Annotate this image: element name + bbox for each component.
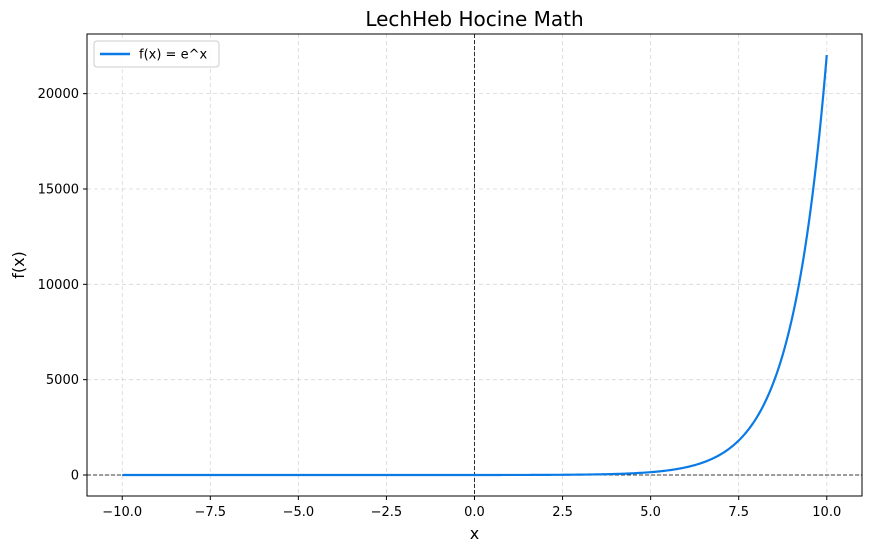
y-tick-label: 10000	[38, 278, 79, 293]
y-axis-ticks: 0 5000 10000 15000 20000	[38, 87, 87, 484]
legend-box	[93, 40, 220, 68]
x-axis-ticks: −10.0 −7.5 −5.0 −2.5 0.0 2.5 5.0 7.5 10.0	[102, 496, 841, 520]
legend: f(x) = e^x	[93, 40, 220, 68]
series-layer	[122, 54, 828, 477]
legend-entry: f(x) = e^x	[139, 48, 207, 63]
x-tick-label: −2.5	[371, 505, 403, 520]
chart-title: LechHeb Hocine Math	[365, 7, 583, 31]
x-tick-label: 5.0	[640, 505, 661, 520]
series-line-0	[122, 54, 828, 477]
x-tick-label: −5.0	[283, 505, 315, 520]
y-tick-label: 0	[71, 469, 79, 484]
x-axis-label: x	[470, 524, 479, 543]
x-tick-label: −10.0	[102, 505, 142, 520]
y-axis-label: f(x)	[9, 251, 28, 279]
x-tick-label: 10.0	[812, 505, 841, 520]
x-tick-label: 7.5	[728, 505, 749, 520]
y-tick-label: 20000	[38, 87, 79, 102]
y-tick-label: 15000	[38, 182, 79, 197]
x-tick-label: 2.5	[552, 505, 573, 520]
x-tick-label: 0.0	[464, 505, 485, 520]
y-tick-label: 5000	[46, 373, 79, 388]
x-tick-label: −7.5	[195, 505, 227, 520]
